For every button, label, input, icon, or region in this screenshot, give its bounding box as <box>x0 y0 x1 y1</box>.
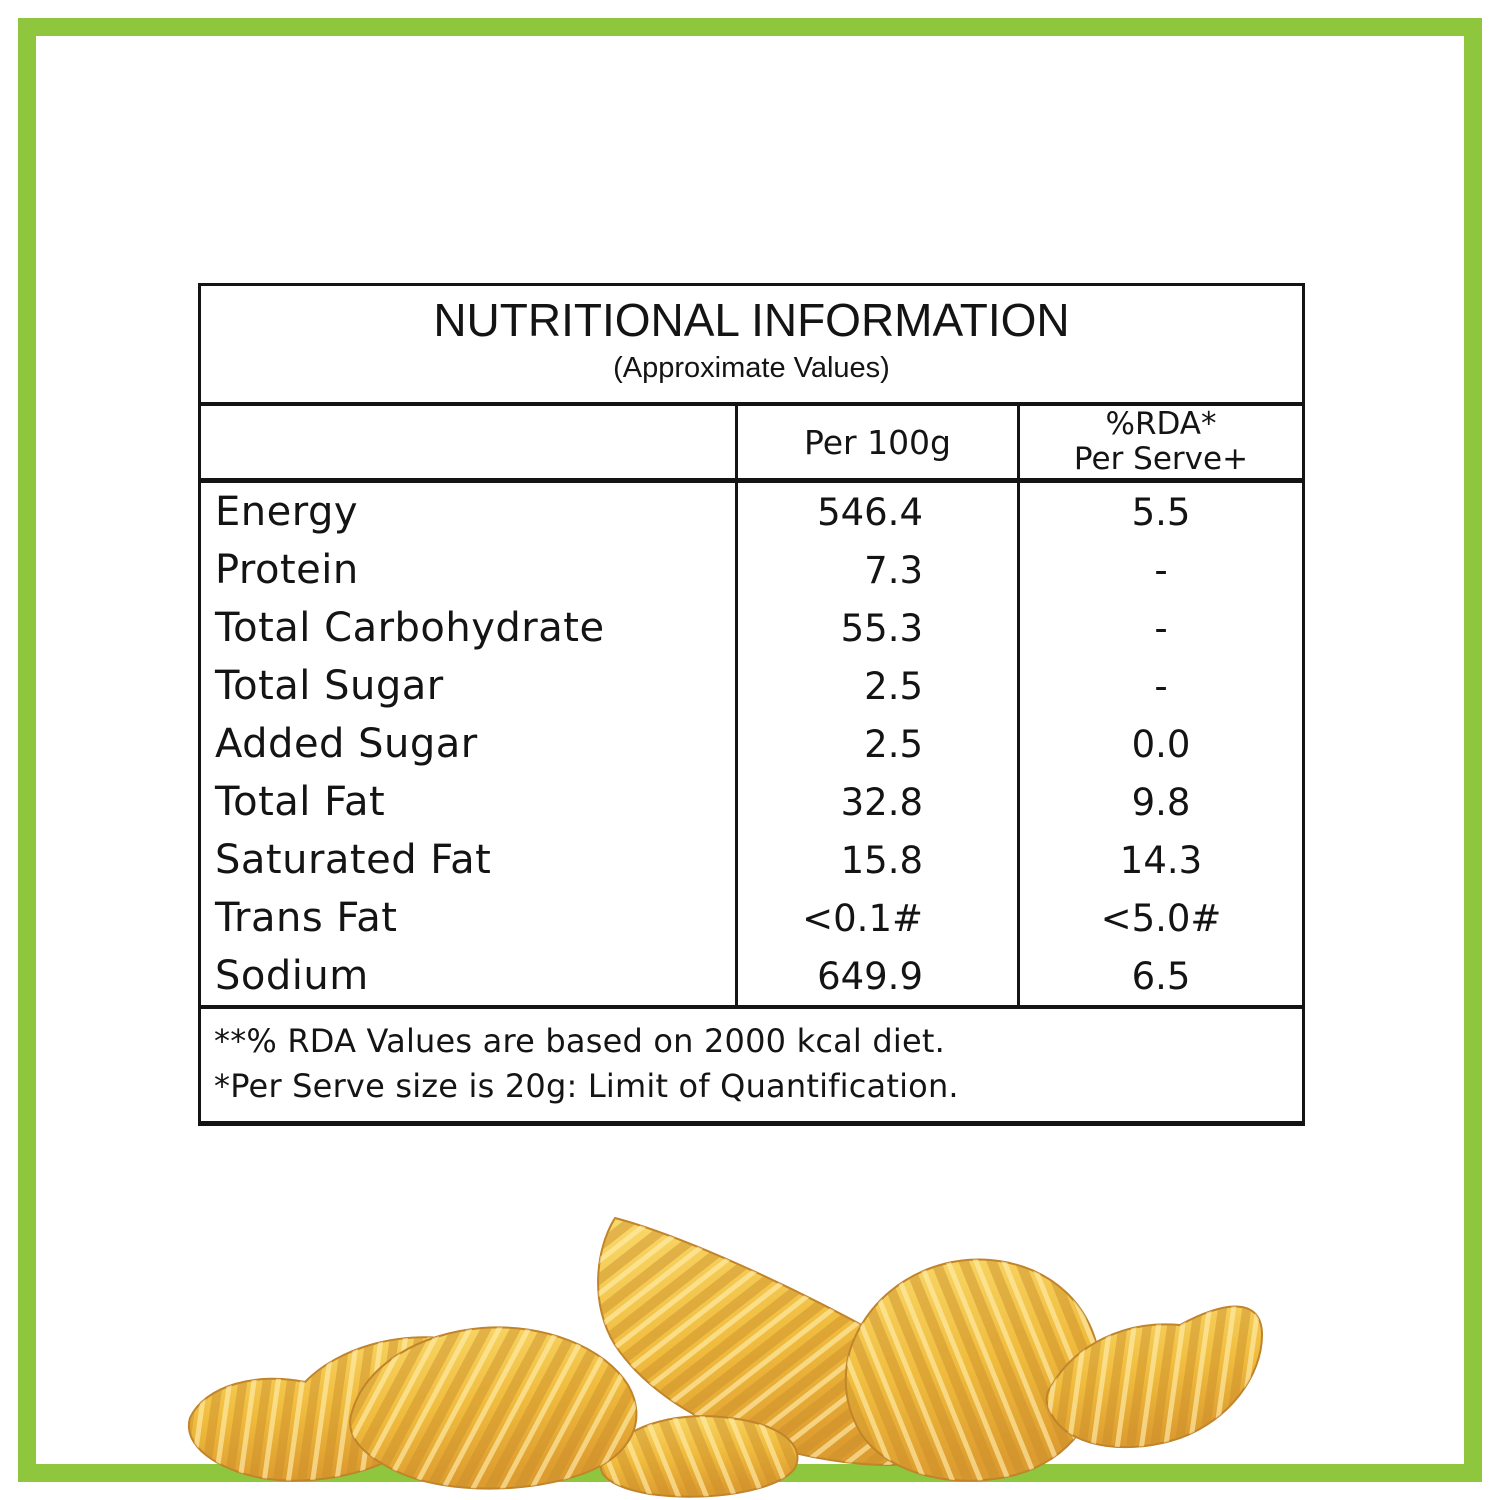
table-title-section: NUTRITIONAL INFORMATION (Approximate Val… <box>201 286 1302 406</box>
potato-chips-image <box>187 1217 1263 1498</box>
nutrient-label: Total Sugar <box>215 663 444 709</box>
per-100g-value: 32.8 <box>735 773 1017 831</box>
rda-label-line2: Per Serve+ <box>1073 441 1249 477</box>
table-row: Saturated Fat 15.8 14.3 <box>201 831 1302 889</box>
per-100g-value: 2.5 <box>735 657 1017 715</box>
page-title: NUTRITIONAL INFORMATION <box>433 294 1070 346</box>
nutrition-table: NUTRITIONAL INFORMATION (Approximate Val… <box>198 283 1305 1126</box>
per-100g-label: Per 100g <box>803 422 952 462</box>
nutrient-label: Sodium <box>215 953 369 999</box>
table-row: Total Sugar 2.5 - <box>201 657 1302 715</box>
per-100g-value: 15.8 <box>735 831 1017 889</box>
nutrient-label: Energy <box>215 489 359 535</box>
rda-value: - <box>1017 599 1302 657</box>
table-row: Total Carbohydrate 55.3 - <box>201 599 1302 657</box>
nutrient-label: Total Fat <box>215 779 386 825</box>
footnote-rda: **% RDA Values are based on 2000 kcal di… <box>214 1022 946 1060</box>
per-100g-value: 546.4 <box>735 483 1017 541</box>
nutrient-label: Trans Fat <box>215 895 398 941</box>
nutrient-label: Added Sugar <box>215 721 478 767</box>
nutrient-label: Protein <box>215 547 359 593</box>
table-row: Total Fat 32.8 9.8 <box>201 773 1302 831</box>
table-header-row: Per 100g %RDA* Per Serve+ <box>201 406 1302 483</box>
green-border-frame <box>18 18 1482 1482</box>
table-body: Energy 546.4 5.5 Protein 7.3 - Total Car… <box>201 483 1302 1009</box>
table-row: Energy 546.4 5.5 <box>201 483 1302 541</box>
footnote-serve-size: *Per Serve size is 20g: Limit of Quantif… <box>214 1067 959 1105</box>
nutrient-label: Total Carbohydrate <box>215 605 605 651</box>
rda-value: 9.8 <box>1017 773 1302 831</box>
rda-value: - <box>1017 541 1302 599</box>
table-row: Trans Fat <0.1# <5.0# <box>201 889 1302 947</box>
rda-value: - <box>1017 657 1302 715</box>
rda-value: 14.3 <box>1017 831 1302 889</box>
table-row: Sodium 649.9 6.5 <box>201 947 1302 1005</box>
rda-value: 0.0 <box>1017 715 1302 773</box>
column-header-per-100g: Per 100g <box>735 406 1017 478</box>
table-subtitle: (Approximate Values) <box>613 352 890 384</box>
per-100g-value: 55.3 <box>735 599 1017 657</box>
table-row: Protein 7.3 - <box>201 541 1302 599</box>
per-100g-value: 649.9 <box>735 947 1017 1005</box>
rda-value: <5.0# <box>1017 889 1302 947</box>
nutrient-label: Saturated Fat <box>215 837 492 883</box>
table-footnotes: **% RDA Values are based on 2000 kcal di… <box>201 1009 1302 1121</box>
column-header-rda: %RDA* Per Serve+ <box>1017 406 1302 478</box>
per-100g-value: <0.1# <box>735 889 1017 947</box>
per-100g-value: 7.3 <box>735 541 1017 599</box>
table-row: Added Sugar 2.5 0.0 <box>201 715 1302 773</box>
rda-value: 6.5 <box>1017 947 1302 1005</box>
per-100g-value: 2.5 <box>735 715 1017 773</box>
column-header-nutrient <box>201 406 735 478</box>
rda-value: 5.5 <box>1017 483 1302 541</box>
rda-label-line1: %RDA* <box>1105 406 1217 442</box>
